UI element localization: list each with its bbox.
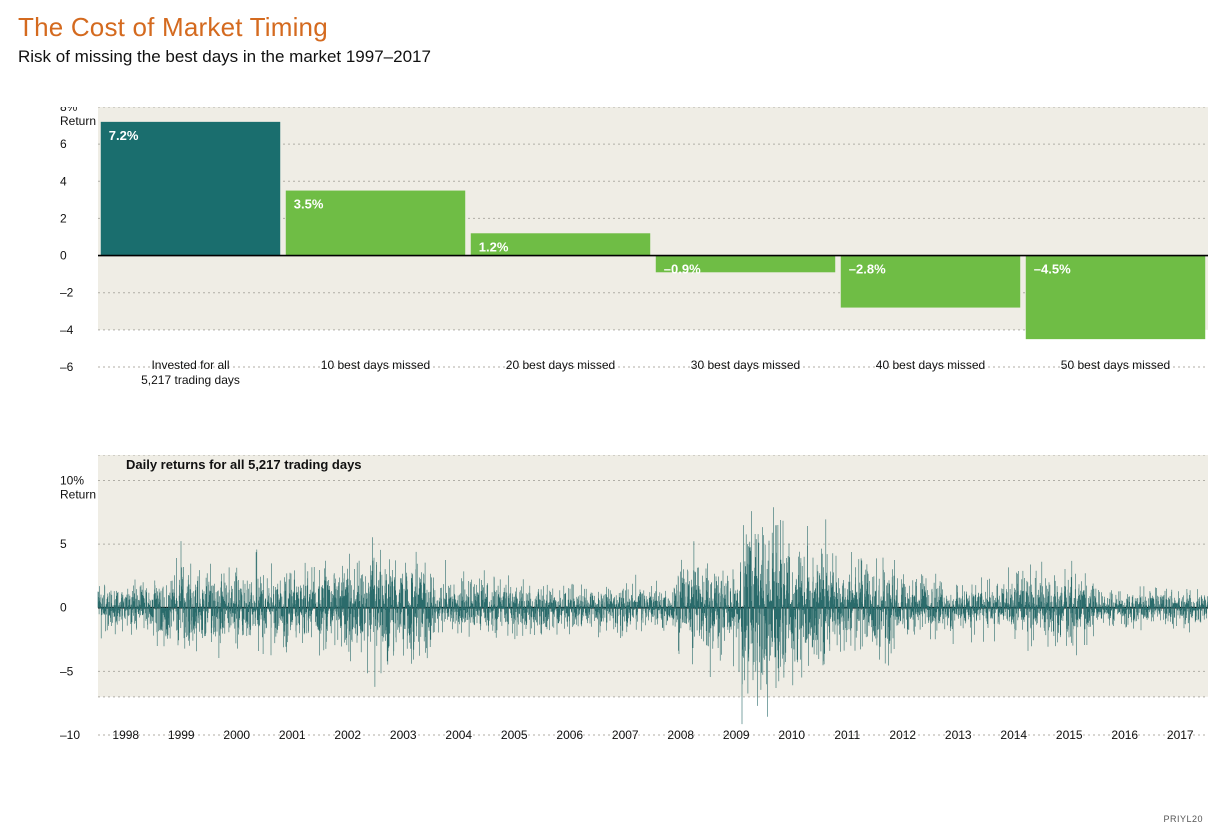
x-year-label: 2003 [390, 728, 417, 742]
x-year-label: 2014 [1000, 728, 1027, 742]
bar-category-label: 50 best days missed [1061, 358, 1170, 372]
x-year-label: 2016 [1111, 728, 1138, 742]
y-tick-label: –5 [60, 664, 74, 678]
bar-category-label: 20 best days missed [506, 358, 615, 372]
bar-value-label: –0.9% [664, 262, 701, 277]
bar-chart-svg: 7.2% Invested for all5,217 trading days 3.… [18, 107, 1208, 417]
bar-chart: 7.2% Invested for all5,217 trading days 3.… [18, 107, 1195, 417]
x-year-label: 2010 [778, 728, 805, 742]
x-year-label: 2015 [1056, 728, 1083, 742]
bar-value-label: –4.5% [1034, 262, 1071, 277]
y-tick-label: 8% [60, 107, 78, 114]
line-chart-title: Daily returns for all 5,217 trading days [126, 457, 362, 472]
y-tick-label: 0 [60, 249, 67, 263]
daily-returns-chart: –10 –5 0 5 10%Return 1998 1999 2000 2001 2002 2003… [18, 455, 1195, 775]
y-tick-label: –10 [60, 728, 80, 742]
x-year-label: 2006 [556, 728, 583, 742]
y-axis-sublabel: Return [60, 114, 96, 128]
y-tick-label: 10% [60, 473, 84, 487]
y-tick-label: 6 [60, 137, 67, 151]
x-year-label: 2009 [723, 728, 750, 742]
x-year-label: 2004 [445, 728, 472, 742]
x-year-label: 2001 [279, 728, 306, 742]
bar-value-label: –2.8% [849, 262, 886, 277]
x-year-label: 2002 [334, 728, 361, 742]
x-year-label: 2008 [667, 728, 694, 742]
x-year-label: 1999 [168, 728, 195, 742]
y-tick-label: –2 [60, 286, 74, 300]
x-year-label: 2000 [223, 728, 250, 742]
x-year-label: 2012 [889, 728, 916, 742]
y-tick-label: 0 [60, 601, 67, 615]
footer-code: PRIYL20 [1163, 814, 1203, 824]
y-tick-label: –6 [60, 360, 74, 374]
x-year-label: 2013 [945, 728, 972, 742]
x-year-label: 1998 [112, 728, 139, 742]
page-subtitle: Risk of missing the best days in the mar… [18, 47, 1195, 67]
bar-category-label: 5,217 trading days [141, 373, 240, 387]
bar-value-label: 1.2% [479, 239, 509, 254]
bar-category-label: 30 best days missed [691, 358, 800, 372]
bar-category-label: 10 best days missed [321, 358, 430, 372]
y-tick-label: 2 [60, 211, 67, 225]
y-tick-label: 5 [60, 537, 67, 551]
bar-category-label: 40 best days missed [876, 358, 985, 372]
y-axis-sublabel: Return [60, 487, 96, 501]
page-title: The Cost of Market Timing [18, 12, 1195, 43]
x-year-label: 2017 [1167, 728, 1194, 742]
bar-value-label: 3.5% [294, 197, 324, 212]
x-year-label: 2007 [612, 728, 639, 742]
bar-value-label: 7.2% [109, 128, 139, 143]
y-tick-label: 4 [60, 174, 67, 188]
x-year-label: 2011 [834, 728, 860, 742]
bar-category-label: Invested for all [151, 358, 229, 372]
x-year-label: 2005 [501, 728, 528, 742]
y-tick-label: –4 [60, 323, 74, 337]
line-chart-svg: –10 –5 0 5 10%Return 1998 1999 2000 2001 2002 2003… [18, 455, 1208, 775]
